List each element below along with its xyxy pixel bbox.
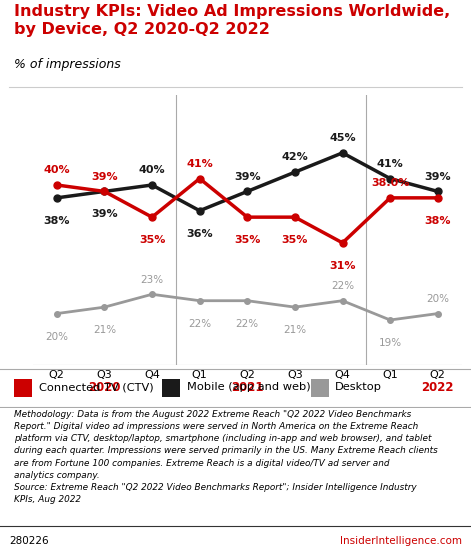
Text: 20%: 20% xyxy=(45,332,68,342)
Text: 40%: 40% xyxy=(43,166,70,175)
Text: Q2: Q2 xyxy=(430,370,446,380)
Text: 20%: 20% xyxy=(426,294,449,304)
Text: 39%: 39% xyxy=(424,172,451,182)
Text: Connected TV (CTV): Connected TV (CTV) xyxy=(39,382,153,392)
Text: Q4: Q4 xyxy=(144,370,160,380)
Text: 23%: 23% xyxy=(140,274,163,284)
Text: 22%: 22% xyxy=(188,319,211,329)
Text: 42%: 42% xyxy=(282,152,309,162)
Text: 41%: 41% xyxy=(186,159,213,169)
Text: Q3: Q3 xyxy=(287,370,303,380)
Text: 2021: 2021 xyxy=(231,381,264,394)
Text: 41%: 41% xyxy=(377,159,404,169)
Text: 38%: 38% xyxy=(424,216,451,226)
Text: 21%: 21% xyxy=(284,325,307,335)
Text: 2020: 2020 xyxy=(88,381,121,394)
Text: Desktop: Desktop xyxy=(335,382,382,392)
FancyBboxPatch shape xyxy=(14,379,32,397)
Text: InsiderIntelligence.com: InsiderIntelligence.com xyxy=(340,536,462,546)
Text: 31%: 31% xyxy=(329,261,356,271)
Text: 39%: 39% xyxy=(91,172,118,182)
Text: 280226: 280226 xyxy=(9,536,49,546)
Text: 35%: 35% xyxy=(234,235,260,245)
Text: 36%: 36% xyxy=(187,229,213,239)
Text: 35%: 35% xyxy=(282,235,308,245)
Text: Q3: Q3 xyxy=(97,370,112,380)
Text: Mobile (app and web): Mobile (app and web) xyxy=(187,382,310,392)
Text: 19%: 19% xyxy=(379,338,402,348)
Text: 22%: 22% xyxy=(236,319,259,329)
Text: Q2: Q2 xyxy=(239,370,255,380)
Text: Q1: Q1 xyxy=(382,370,398,380)
Text: 40%: 40% xyxy=(139,166,165,175)
Text: 21%: 21% xyxy=(93,325,116,335)
Text: Methodology: Data is from the August 2022 Extreme Reach "Q2 2022 Video Benchmark: Methodology: Data is from the August 202… xyxy=(14,410,438,504)
Text: % of impressions: % of impressions xyxy=(14,58,121,70)
FancyBboxPatch shape xyxy=(311,379,329,397)
Text: 45%: 45% xyxy=(329,133,356,143)
Text: 22%: 22% xyxy=(331,281,354,291)
Text: 38%: 38% xyxy=(43,216,70,226)
Text: 38.0%: 38.0% xyxy=(371,178,409,188)
Text: 35%: 35% xyxy=(139,235,165,245)
Text: Q4: Q4 xyxy=(334,370,350,380)
Text: Industry KPIs: Video Ad Impressions Worldwide,
by Device, Q2 2020-Q2 2022: Industry KPIs: Video Ad Impressions Worl… xyxy=(14,4,450,37)
Text: 39%: 39% xyxy=(91,210,118,219)
Text: Q1: Q1 xyxy=(192,370,208,380)
Text: Q2: Q2 xyxy=(49,370,65,380)
Text: 2022: 2022 xyxy=(422,381,454,394)
FancyBboxPatch shape xyxy=(162,379,180,397)
Text: 39%: 39% xyxy=(234,172,260,182)
